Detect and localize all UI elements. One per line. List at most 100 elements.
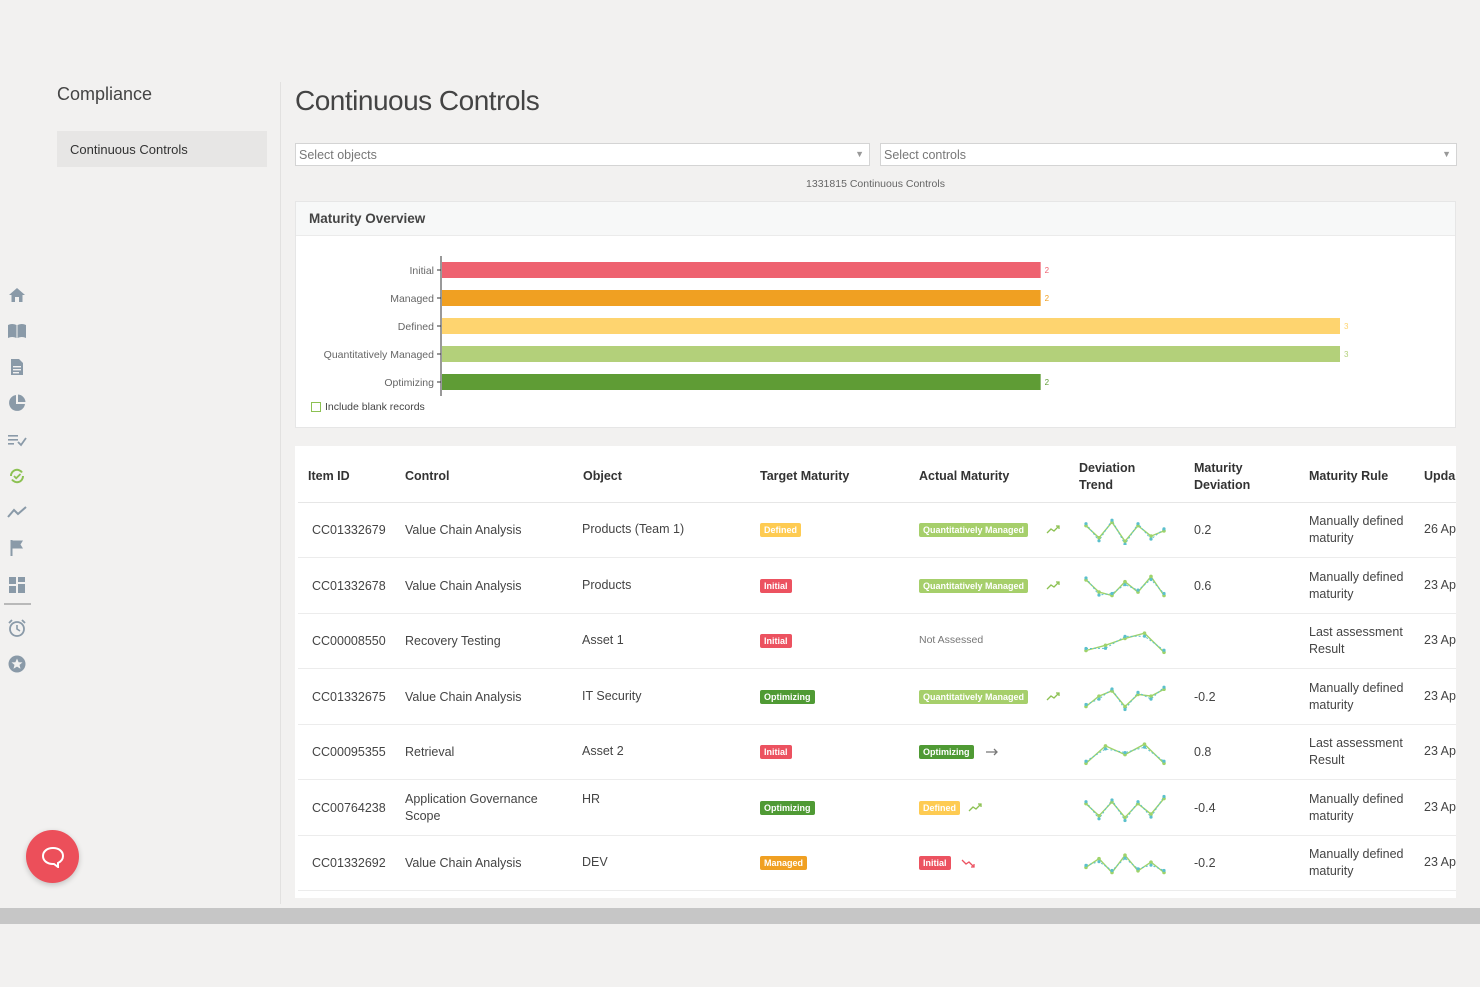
- select-controls-placeholder: Select controls: [884, 148, 966, 162]
- maturity-overview-panel: Maturity Overview Initial 2 Managed 2 Define…: [295, 201, 1456, 428]
- select-controls-dropdown[interactable]: Select controls ▼: [880, 143, 1457, 166]
- trend-icon[interactable]: [7, 502, 27, 522]
- actual-maturity-badge: Defined: [919, 800, 961, 815]
- col-header-object[interactable]: Object: [583, 469, 622, 483]
- document-icon[interactable]: [7, 357, 27, 377]
- record-count: 1331815 Continuous Controls: [806, 178, 945, 190]
- deviation-trend-sparkline: [1084, 685, 1166, 711]
- actual-maturity-badge: Quantitatively Managed: [919, 578, 1029, 593]
- object-name: DEV: [582, 855, 608, 869]
- chart-bar[interactable]: [442, 374, 1041, 390]
- maturity-rule: Manually defined maturity: [1309, 680, 1404, 712]
- maturity-deviation-value: -0.2: [1194, 689, 1216, 704]
- chart-bar[interactable]: [442, 318, 1340, 334]
- flag-icon[interactable]: [7, 538, 27, 558]
- include-blank-records-label: Include blank records: [325, 401, 425, 413]
- col-header-deviation-trend[interactable]: Deviation Trend: [1079, 461, 1136, 492]
- item-id: CC01332679: [312, 523, 386, 537]
- chart-category-label: Optimizing: [384, 377, 434, 389]
- chart-value-label: 2: [1045, 266, 1050, 275]
- maturity-rule: Last assessment Result: [1309, 625, 1403, 656]
- col-header-maturity-deviation[interactable]: Maturity Deviation: [1194, 461, 1251, 492]
- maturity-deviation-value: 0.8: [1194, 745, 1212, 759]
- deviation-trend-sparkline: [1084, 742, 1166, 766]
- item-id: CC00095355: [312, 745, 386, 759]
- col-header-target-maturity[interactable]: Target Maturity: [760, 469, 850, 483]
- chart-bar[interactable]: [442, 346, 1340, 362]
- checkbox-icon: [311, 402, 321, 412]
- actual-maturity-text: Not Assessed: [919, 634, 984, 646]
- scrollbar-track[interactable]: [0, 908, 1480, 924]
- control-name: Recovery Testing: [405, 634, 501, 648]
- item-id: CC01332678: [312, 578, 386, 593]
- home-icon[interactable]: [7, 285, 27, 305]
- updated-date: 26 Ap: [1424, 522, 1456, 536]
- actual-maturity-badge: Optimizing: [919, 745, 974, 759]
- maturity-deviation-value: 0.2: [1194, 523, 1212, 537]
- rail-separator: [4, 603, 31, 605]
- chart-value-label: 2: [1045, 294, 1050, 303]
- deviation-trend-sparkline: [1084, 631, 1166, 655]
- panel-title: Maturity Overview: [296, 202, 1455, 236]
- table-row[interactable]: CC00095355 Retrieval Asset 2 Initial Optimiz…: [298, 725, 1456, 780]
- star-icon[interactable]: [7, 654, 27, 674]
- book-icon[interactable]: [7, 321, 27, 341]
- maturity-rule: Manually defined maturity: [1309, 514, 1404, 545]
- chart-category-label: Initial: [409, 265, 434, 277]
- table-row[interactable]: CC01332678 Value Chain Analysis Products In…: [298, 559, 1456, 614]
- chart-bar[interactable]: [442, 290, 1041, 306]
- chat-button[interactable]: [26, 830, 79, 883]
- chart-category-label: Defined: [398, 321, 434, 333]
- alarm-icon[interactable]: [7, 618, 27, 638]
- table-row[interactable]: CC00008550 Recovery Testing Asset 1 Initial…: [298, 614, 1456, 669]
- table-row[interactable]: CC01332679 Value Chain Analysis Products (…: [298, 503, 1456, 558]
- object-name: Products (Team 1): [582, 522, 685, 536]
- control-name: Value Chain Analysis: [405, 856, 522, 870]
- col-header-control[interactable]: Control: [405, 469, 450, 483]
- table-row[interactable]: CC01332675 Value Chain Analysis IT Securit…: [298, 670, 1456, 725]
- controls-table: Item ID Control Object Target Maturity A…: [295, 446, 1456, 898]
- sync-check-icon[interactable]: [7, 466, 27, 486]
- target-maturity-badge: Optimizing: [760, 800, 815, 815]
- updated-date: 23 Ap: [1424, 744, 1456, 758]
- select-objects-placeholder: Select objects: [299, 148, 377, 162]
- maturity-deviation-value: -0.2: [1194, 856, 1216, 870]
- control-name: Value Chain Analysis: [405, 578, 522, 593]
- pie-chart-icon[interactable]: [7, 393, 27, 413]
- chart-value-label: 3: [1344, 322, 1349, 331]
- trend-up-icon: [1046, 525, 1060, 534]
- checklist-icon[interactable]: [7, 430, 27, 450]
- chart-category-label: Managed: [390, 293, 434, 305]
- object-name: HR: [582, 791, 601, 806]
- col-header-updated[interactable]: Upda: [1424, 469, 1456, 483]
- chevron-down-icon: ▼: [855, 149, 864, 159]
- deviation-trend-sparkline: [1084, 853, 1166, 875]
- updated-date: 23 Ap: [1424, 855, 1456, 869]
- item-id: CC00008550: [312, 634, 386, 648]
- object-name: IT Security: [582, 688, 642, 703]
- maturity-rule: Manually defined maturity: [1309, 791, 1404, 823]
- page-title: Continuous Controls: [295, 85, 540, 116]
- deviation-trend-sparkline: [1084, 518, 1166, 545]
- include-blank-records-checkbox[interactable]: Include blank records: [311, 401, 425, 413]
- trend-flat-icon: [986, 748, 998, 756]
- trend-up-icon: [1046, 580, 1060, 589]
- select-objects-dropdown[interactable]: Select objects ▼: [295, 143, 870, 166]
- chat-bubble-icon: [41, 846, 64, 868]
- table-row[interactable]: CC00764238 Application Governance Scope HR…: [298, 781, 1456, 836]
- col-header-item-id[interactable]: Item ID: [308, 469, 350, 483]
- table-row[interactable]: CC01332692 Value Chain Analysis DEV Managed…: [298, 836, 1456, 891]
- deviation-trend-sparkline: [1084, 794, 1166, 822]
- trend-up-icon: [1046, 691, 1060, 700]
- control-name: Retrieval: [405, 745, 455, 759]
- chart-bar[interactable]: [442, 262, 1041, 278]
- nav-item-continuous-controls[interactable]: Continuous Controls: [57, 131, 267, 167]
- col-header-maturity-rule[interactable]: Maturity Rule: [1309, 469, 1389, 483]
- updated-date: 23 Ap: [1424, 633, 1456, 647]
- chevron-down-icon: ▼: [1442, 149, 1451, 159]
- target-maturity-badge: Initial: [760, 578, 792, 593]
- trend-down-icon: [961, 859, 975, 868]
- col-header-actual-maturity[interactable]: Actual Maturity: [919, 469, 1010, 483]
- deviation-trend-sparkline: [1084, 574, 1166, 597]
- dashboard-icon[interactable]: [7, 575, 27, 595]
